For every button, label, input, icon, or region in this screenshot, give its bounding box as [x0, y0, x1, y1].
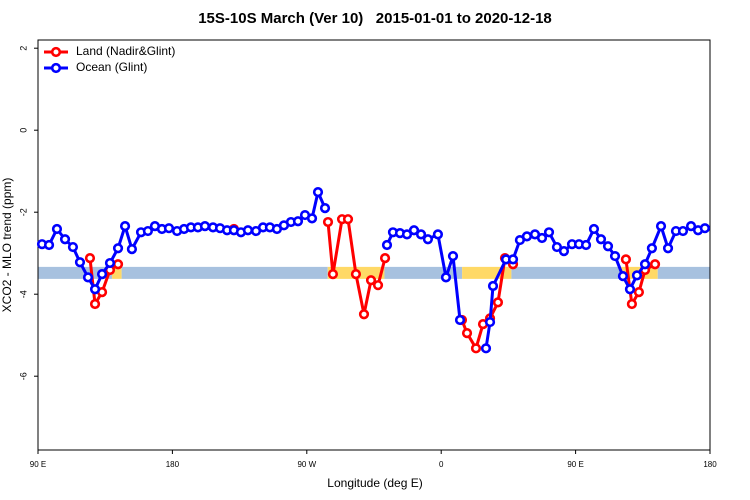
- data-point: [74, 257, 86, 268]
- data-point: [112, 259, 124, 270]
- data-point: [242, 225, 254, 236]
- data-point: [119, 221, 131, 232]
- data-point: [521, 231, 533, 242]
- data-point: [415, 229, 427, 240]
- data-point: [104, 257, 116, 269]
- y-tick-label: -2: [18, 208, 28, 216]
- data-point: [551, 241, 563, 253]
- mask-band: [511, 266, 621, 279]
- data-point: [507, 254, 519, 265]
- y-tick-label: -6: [18, 372, 28, 380]
- mask-band: [38, 266, 113, 279]
- data-point: [580, 239, 592, 251]
- data-point: [379, 253, 391, 264]
- chart-title: 15S-10S March (Ver 10) 2015-01-01 to 202…: [198, 10, 552, 27]
- data-point: [381, 239, 393, 251]
- legend-label: Ocean (Glint): [76, 60, 147, 74]
- data-point: [84, 253, 96, 264]
- data-point: [112, 243, 124, 254]
- data-point: [142, 225, 154, 237]
- data-point: [536, 232, 548, 244]
- data-point: [89, 284, 101, 295]
- data-point: [558, 246, 570, 257]
- mask-band: [112, 266, 122, 279]
- mask-band: [121, 266, 328, 279]
- data-point: [312, 187, 324, 198]
- data-point: [199, 221, 211, 232]
- data-point: [401, 229, 413, 240]
- data-point: [633, 287, 645, 298]
- data-point: [646, 243, 658, 254]
- data-point: [631, 270, 643, 281]
- data-point: [408, 225, 420, 236]
- data-point: [292, 216, 304, 227]
- data-point: [454, 314, 466, 326]
- data-point: [306, 213, 318, 224]
- data-point: [440, 272, 452, 283]
- y-tick-label: 0: [18, 128, 28, 133]
- data-point: [639, 259, 651, 270]
- data-point: [358, 309, 370, 320]
- data-point: [365, 275, 377, 286]
- x-tick-label: 180: [166, 460, 180, 469]
- data-point: [432, 229, 444, 240]
- data-point: [624, 284, 636, 295]
- y-axis-label: XCO2 - MLO trend (ppm): [0, 178, 14, 313]
- legend-marker: [50, 62, 62, 74]
- x-tick-label: 90 E: [30, 460, 46, 469]
- data-point: [649, 259, 661, 270]
- data-point: [461, 328, 473, 339]
- data-point: [487, 280, 499, 292]
- data-point: [677, 225, 689, 237]
- data-point: [82, 272, 94, 283]
- data-point: [126, 244, 138, 255]
- data-point: [620, 254, 632, 265]
- x-tick-label: 90 E: [567, 460, 583, 469]
- x-tick-label: 90 W: [297, 460, 316, 469]
- data-point: [342, 214, 354, 225]
- data-point: [447, 250, 459, 262]
- mask-band: [657, 266, 710, 279]
- data-point: [470, 343, 482, 354]
- data-point: [602, 241, 614, 252]
- data-point: [626, 298, 637, 310]
- data-point: [372, 280, 384, 291]
- data-point: [322, 216, 334, 228]
- data-point: [655, 221, 667, 232]
- data-point: [617, 271, 629, 282]
- data-point: [609, 250, 621, 262]
- data-point: [662, 243, 674, 254]
- data-point: [59, 234, 71, 245]
- y-tick-label: 2: [18, 46, 28, 51]
- data-point: [96, 269, 108, 280]
- data-point: [51, 223, 63, 235]
- data-point: [350, 269, 362, 280]
- data-point: [543, 227, 555, 238]
- data-point: [422, 234, 434, 245]
- x-axis-label: Longitude (deg E): [327, 476, 422, 490]
- data-point: [492, 297, 504, 308]
- legend-marker: [50, 46, 62, 58]
- data-point: [480, 343, 492, 354]
- data-point: [699, 223, 711, 234]
- data-point: [43, 239, 55, 251]
- x-tick-label: 180: [703, 460, 717, 469]
- data-point: [89, 298, 101, 310]
- data-point: [685, 221, 697, 232]
- data-point: [327, 269, 339, 280]
- data-point: [67, 241, 79, 253]
- legend-label: Land (Nadir&Glint): [76, 44, 175, 58]
- data-point: [163, 223, 175, 234]
- x-tick-label: 0: [439, 460, 444, 469]
- data-point: [484, 316, 496, 328]
- data-point: [319, 203, 331, 214]
- data-point: [588, 223, 600, 235]
- data-point: [595, 234, 607, 245]
- y-tick-label: -4: [18, 290, 28, 298]
